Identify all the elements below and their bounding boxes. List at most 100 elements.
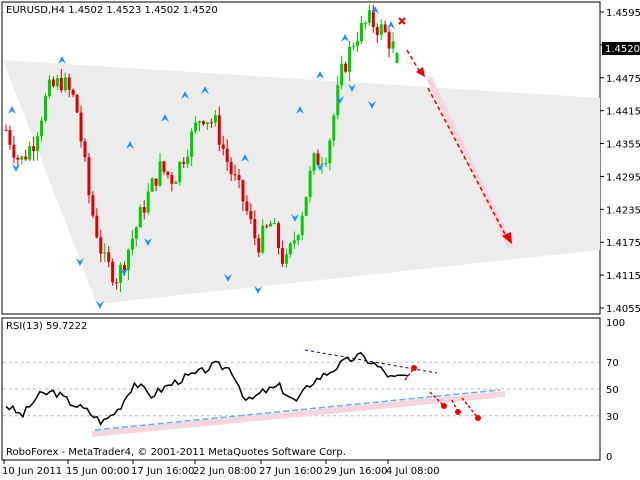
candle-body <box>16 157 20 160</box>
candle-body <box>324 163 328 165</box>
price-tick-label: 1.4475 <box>606 74 640 85</box>
fractal-down-arrow <box>336 96 344 104</box>
candle-body <box>51 79 55 87</box>
candle-body <box>142 207 146 213</box>
candle-body <box>367 10 371 23</box>
candle-body <box>233 174 237 176</box>
rsi-trend-shadow <box>91 391 506 437</box>
price-tick-label: 1.4175 <box>606 238 640 249</box>
candle-body <box>119 264 123 283</box>
forecast-arrow-head <box>416 67 425 77</box>
candle-body <box>383 24 387 33</box>
fractal-down-arrow <box>224 274 232 282</box>
candle-body <box>138 207 142 228</box>
candle-body <box>67 77 71 90</box>
candle-body <box>304 196 308 216</box>
price-chart-header: EURUSD,H4 1.4502 1.4523 1.4502 1.4520 <box>6 5 218 16</box>
fractal-up-arrow <box>126 141 134 149</box>
time-tick-label: 10 Jun 2011 <box>2 466 62 477</box>
rsi-forecast-arrow <box>429 391 445 407</box>
candle-body <box>344 63 348 72</box>
current-price-label: 1.4520 <box>605 44 640 55</box>
fractal-markers <box>8 6 395 309</box>
price-tick-label: 1.4595 <box>606 8 640 19</box>
candle-body <box>122 264 126 271</box>
candle-body <box>308 170 312 197</box>
candle-body <box>277 223 281 249</box>
candle-body <box>63 77 67 91</box>
fractal-up-arrow <box>181 91 189 99</box>
rsi-tick-label: 30 <box>606 412 619 423</box>
fractal-up-arrow <box>371 6 379 14</box>
price-tick-label: 1.4295 <box>606 172 640 183</box>
candle-body <box>99 237 103 254</box>
candle-body <box>261 225 265 253</box>
candle-body <box>20 156 24 160</box>
candle-body <box>190 131 194 157</box>
candle-body <box>292 240 296 244</box>
candle-body <box>359 22 363 42</box>
candle-body <box>91 195 95 216</box>
candle-body <box>288 243 292 255</box>
candle-body <box>95 215 99 238</box>
candle-body <box>36 136 40 152</box>
rsi-header: RSI(13) 59.7222 <box>6 321 87 332</box>
time-tick-label: 17 Jun 16:00 <box>131 466 195 477</box>
candle-body <box>87 157 91 196</box>
candle-body <box>332 115 336 141</box>
rsi-tick-label: 50 <box>606 385 619 396</box>
candle-body <box>391 41 395 49</box>
candle-body <box>24 156 28 160</box>
candle-body <box>103 252 107 254</box>
candle-body <box>166 171 170 176</box>
candle-body <box>79 112 83 142</box>
candlestick-series <box>4 4 399 293</box>
candle-body <box>205 122 209 125</box>
candle-body <box>178 161 182 182</box>
candle-body <box>12 144 16 158</box>
fractal-up-arrow <box>316 71 324 79</box>
fractal-up-arrow <box>341 34 349 42</box>
fractal-up-arrow <box>8 106 16 114</box>
candle-body <box>371 10 375 28</box>
candle-body <box>249 210 253 220</box>
candle-body <box>71 89 75 95</box>
candle-body <box>209 122 213 124</box>
rsi-tick-label: 0 <box>606 452 612 463</box>
candle-body <box>134 227 138 239</box>
candle-body <box>154 178 158 186</box>
rsi-line <box>5 351 409 426</box>
rsi-tick-label: 70 <box>606 358 619 369</box>
candle-body <box>28 146 32 160</box>
rsi-panel <box>1 317 601 461</box>
candle-body <box>75 94 79 113</box>
candle-body <box>47 79 51 97</box>
fractal-down-arrow <box>96 301 104 309</box>
fractal-down-arrow <box>12 164 20 172</box>
rsi-resistance-trendline <box>304 349 438 374</box>
candle-body <box>55 78 59 87</box>
candle-body <box>130 238 134 250</box>
rsi-forecast-arrow-head <box>411 365 417 371</box>
price-tick-label: 1.4415 <box>606 107 640 118</box>
time-tick-label: 29 Jun 16:00 <box>324 466 388 477</box>
candle-body <box>253 219 257 239</box>
candle-body <box>363 22 367 24</box>
candle-body <box>221 144 225 149</box>
rsi-forecast-arrow-head <box>455 409 461 415</box>
candle-body <box>198 121 202 123</box>
candle-body <box>217 115 221 145</box>
price-tick-label: 1.4355 <box>606 140 640 151</box>
fractal-down-arrow <box>120 268 128 276</box>
price-tick-label: 1.4115 <box>606 271 640 282</box>
candle-body <box>201 121 205 125</box>
candle-body <box>194 122 198 132</box>
candle-body <box>126 249 130 271</box>
candle-body <box>40 120 44 137</box>
candle-body <box>340 63 344 86</box>
rsi-axis: 100 70 50 30 0 <box>606 318 625 463</box>
fractal-up-arrow <box>296 106 304 114</box>
candle-body <box>8 130 12 145</box>
